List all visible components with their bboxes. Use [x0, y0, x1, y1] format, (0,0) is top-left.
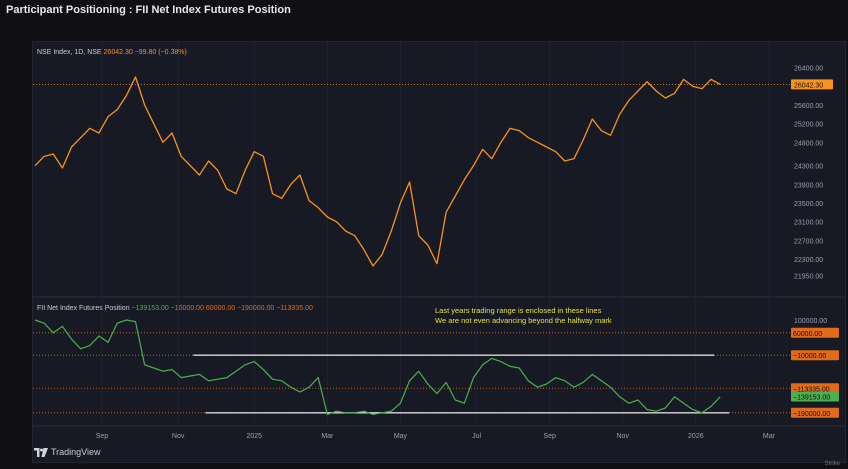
page-title: Participant Positioning : FII Net Index … [6, 4, 291, 16]
price-y-tick: 23500.00 [794, 201, 823, 208]
fii-level-badge-text: 60000.00 [793, 331, 822, 338]
fii-level-badge [791, 407, 839, 418]
fii-legend: FII Net Index Futures Position −139153.0… [37, 305, 313, 312]
fii-level-badge [791, 327, 839, 338]
chart-canvas[interactable]: 26042.30 60000.00−10000.00−113335.00−139… [33, 42, 845, 462]
tradingview-brand[interactable]: TradingView [34, 447, 101, 457]
fii-legend-value: −10000.00 [171, 305, 206, 312]
x-tick-label: Sep [543, 433, 556, 440]
legend-layer: NSE Index, 1D, NSE 26042.30 −99.80 (−0.3… [37, 49, 313, 312]
chart-panel[interactable]: 26042.30 60000.00 −10000.00 −113335.00 −139… [32, 41, 846, 463]
x-tick-label: Nov [172, 433, 185, 440]
brand-label: TradingView [51, 447, 101, 457]
price-legend-change: −99.80 (−0.38%) [135, 49, 187, 56]
price-y-tick: 25200.00 [794, 122, 823, 129]
price-last-badge [791, 79, 833, 90]
price-y-tick: 21950.00 [794, 273, 823, 280]
price-y-tick: 26400.00 [794, 66, 823, 73]
x-tick-label: Nov [617, 433, 630, 440]
tradingview-logo-icon [34, 447, 48, 457]
fii-level-badge-text: −113335.00 [793, 386, 830, 393]
fii-legend-value: −139153.00 [132, 305, 171, 312]
price-legend: NSE Index, 1D, NSE 26042.30 −99.80 (−0.3… [37, 49, 187, 56]
price-legend-symbol: NSE Index, 1D, NSE [37, 49, 104, 56]
x-tick-label: Mar [763, 433, 776, 440]
fii-level-badge [791, 383, 839, 394]
fii-legend-value: −113335.00 [276, 305, 313, 312]
axes-layer: Sep Nov 2025 Mar May Jul Sep Nov 2026 Mar 26400.00… [96, 66, 827, 440]
annotation-text: We are not even advancing beyond the hal… [435, 316, 612, 325]
x-tick-label: Jul [472, 433, 481, 440]
price-y-tick: 24300.00 [794, 164, 823, 171]
x-tick-label: Mar [321, 433, 334, 440]
price-y-tick: 23900.00 [794, 182, 823, 189]
price-y-tick: 22300.00 [794, 257, 823, 264]
price-y-tick: 23100.00 [794, 220, 823, 227]
x-tick-label: Sep [96, 433, 109, 440]
fii-level-badge-text: −139153.00 [793, 395, 830, 402]
fii-position-line [34, 319, 721, 415]
price-y-tick: 25600.00 [794, 103, 823, 110]
fii-legend-value: −190000.00 [237, 305, 276, 312]
annotation-text: Last years trading range is enclosed in … [435, 306, 602, 315]
nse-price-pane: 26042.30 [33, 76, 833, 267]
x-tick-label: 2025 [246, 433, 262, 440]
x-tick-label: 2026 [688, 433, 704, 440]
grid-layer [33, 42, 845, 427]
x-tick-label: May [394, 433, 408, 440]
price-y-tick: 22700.00 [794, 238, 823, 245]
fii-legend-symbol: FII Net Index Futures Position [37, 305, 132, 312]
nse-index-line [34, 76, 721, 267]
fii-level-badge-text: −190000.00 [793, 411, 830, 418]
fii-level-badge-text: −10000.00 [793, 353, 826, 360]
corner-mark: Strike [824, 461, 840, 467]
fii-y-tick: 100000.00 [794, 318, 827, 325]
price-y-tick: 24800.00 [794, 140, 823, 147]
fii-legend-value: 60000.00 [206, 305, 237, 312]
price-legend-last: 26042.30 [104, 49, 135, 56]
fii-level-badge [791, 350, 839, 361]
price-last-badge-text: 26042.30 [794, 82, 823, 89]
fii-position-pane: 60000.00−10000.00−113335.00−139153.00−19… [33, 306, 839, 418]
fii-level-badge [791, 391, 839, 402]
